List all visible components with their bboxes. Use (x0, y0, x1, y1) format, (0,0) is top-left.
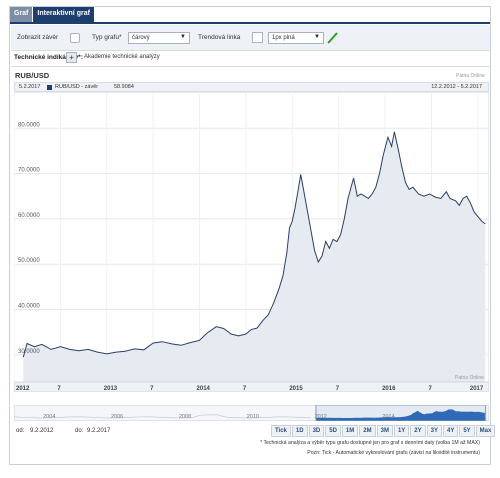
range-button-1m[interactable]: 1M (341, 425, 359, 437)
price-chart[interactable]: 30.0000 40.0000 50.0000 60.0000 70.0000 80.00… (14, 92, 489, 392)
x-tick-label: 7 (150, 386, 154, 392)
range-button-4y[interactable]: 4Y (442, 425, 459, 437)
footnote-1: * Technická analýza a výběr typu grafu d… (260, 440, 480, 446)
chevron-down-icon: ▼ (180, 34, 186, 40)
y-tick-label: 40.0000 (18, 304, 40, 310)
range-button-2y[interactable]: 2Y (410, 425, 426, 437)
range-button-3d[interactable]: 3D (308, 425, 325, 437)
range-button-max[interactable]: Max (475, 425, 496, 437)
x-tick-label: 2015 (289, 386, 303, 392)
series-value: 58.9084 (114, 84, 134, 90)
y-tick-label: 60.0000 (18, 213, 40, 219)
navigator-chart[interactable]: 2004 2006 2008 2010 2012 2014 (14, 405, 489, 421)
series-label: RUB/USD - závěr (55, 84, 99, 90)
navigator-label: 2010 (247, 414, 259, 420)
navigator-label: 2008 (179, 414, 191, 420)
tab-chart[interactable]: Graf (10, 7, 33, 22)
line-style-value: 1px plná (272, 35, 295, 41)
show-close-label: Zobrazit závěr (17, 34, 59, 41)
divider (11, 66, 490, 67)
x-tick-label: 7 (336, 386, 340, 392)
navigator-selection-handle[interactable] (315, 405, 487, 421)
navigator-label: 2006 (111, 414, 123, 420)
x-tick-label: 2014 (197, 386, 211, 392)
indicators-label: Technické indikátory*: (14, 54, 83, 61)
add-indicator-button[interactable]: + (66, 52, 77, 63)
range-button-2m[interactable]: 2M (359, 425, 376, 437)
x-tick-label: 2013 (104, 386, 118, 392)
show-close-checkbox[interactable] (70, 33, 80, 43)
tab-bar: Graf Interaktivní graf (10, 7, 95, 22)
range-button-5d[interactable]: 5D (325, 425, 341, 437)
source-label: Patria Online (456, 73, 485, 79)
x-tick-label: 7 (57, 386, 61, 392)
range-button-1d[interactable]: 1D (291, 425, 308, 437)
to-label: do: (75, 428, 84, 434)
chart-watermark: Patria Online (455, 375, 484, 381)
series-line (22, 131, 486, 358)
trendline-color-swatch[interactable] (252, 32, 263, 43)
x-axis-band (14, 381, 489, 392)
chevron-down-icon: ▼ (314, 34, 320, 40)
symbol-title: RUB/USD (15, 71, 50, 80)
series-area (23, 131, 486, 382)
range-buttons: Tick 1D 3D 5D 1M 2M 3M 1Y 2Y 3Y 4Y 5Y Max (270, 425, 496, 437)
footnote-2: Pozn: Tick - Automatické vykreslování gr… (307, 450, 480, 456)
navigator-range-fill (316, 409, 485, 421)
chart-type-value: čárový (132, 35, 150, 41)
from-input[interactable]: 9.2.2012 (30, 428, 54, 434)
line-style-select[interactable]: 1px plná ▼ (268, 32, 324, 44)
x-tick-label: 2017 (470, 386, 484, 392)
info-range: 12.2.2012 - 5.2.2017 (431, 84, 482, 90)
info-date: 5.2.2017 (19, 84, 41, 90)
navigator-label: 2004 (43, 414, 55, 420)
navigator-label: 2012 (315, 414, 327, 420)
range-button-3m[interactable]: 3M (376, 425, 393, 437)
navigator-history-line (14, 414, 311, 419)
chart-widget: Graf Interaktivní graf Zobrazit závěr Ty… (9, 6, 496, 465)
navigator-label: 2014 (382, 414, 394, 420)
range-button-3y[interactable]: 3Y (426, 425, 442, 437)
x-tick-label: 2016 (382, 386, 396, 392)
x-tick-label: 7 (243, 386, 247, 392)
academy-link[interactable]: Akademie technické analýzy (84, 54, 160, 60)
chart-type-label: Typ grafu* (92, 34, 122, 41)
chart-type-select[interactable]: čárový ▼ (128, 32, 190, 44)
range-button-1y[interactable]: 1Y (393, 425, 410, 437)
tab-underline (10, 22, 490, 24)
y-tick-label: 80.0000 (18, 122, 40, 128)
y-tick-label: 30.0000 (18, 349, 40, 355)
pencil-icon[interactable] (327, 31, 339, 44)
range-button-5y[interactable]: 5Y (459, 425, 475, 437)
info-bar: 5.2.2017 RUB/USD - závěr 58.9084 12.2.20… (14, 82, 489, 92)
range-button-tick[interactable]: Tick (271, 425, 291, 437)
toolbar: Zobrazit závěr Typ grafu* čárový ▼ Trend… (11, 25, 490, 51)
series-legend-marker (47, 85, 52, 90)
x-tick-label: 7 (428, 386, 432, 392)
trendline-label: Trendová linka (198, 34, 241, 41)
x-tick-label: 2012 (16, 386, 30, 392)
y-tick-label: 70.0000 (18, 168, 40, 174)
y-tick-label: 50.0000 (18, 258, 40, 264)
tab-interactive-chart[interactable]: Interaktivní graf (33, 7, 94, 22)
from-label: od: (16, 428, 25, 434)
to-input[interactable]: 9.2.2017 (87, 428, 111, 434)
